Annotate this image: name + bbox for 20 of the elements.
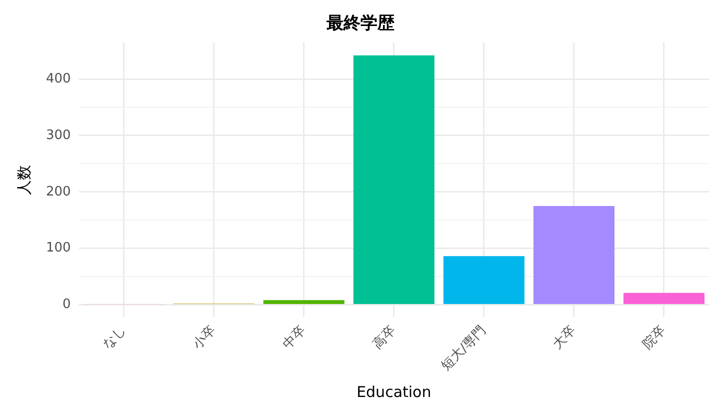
x-axis-title: Education — [356, 382, 432, 401]
chart-title: 最終学歴 — [326, 14, 394, 34]
y-tick-label: 400 — [46, 71, 71, 86]
y-axis-title: 人数 — [14, 164, 33, 195]
x-tick-label: 中卒 — [280, 323, 310, 352]
x-tick-label: 小卒 — [190, 323, 220, 352]
bar — [443, 256, 524, 304]
y-tick-label: 100 — [46, 240, 71, 256]
x-tick-label: 大卒 — [550, 323, 580, 352]
bar — [263, 300, 344, 304]
x-tick-label: 高卒 — [369, 322, 400, 352]
y-tick-label: 300 — [46, 128, 71, 143]
bar — [353, 55, 434, 304]
x-tick-label: 短大/専門 — [438, 323, 490, 374]
x-tick-label: なし — [100, 323, 130, 352]
bar — [623, 292, 704, 304]
y-tick-label: 0 — [62, 297, 71, 312]
x-tick-label: 院卒 — [640, 323, 670, 352]
y-tick-label: 200 — [46, 184, 71, 200]
bar — [533, 206, 614, 304]
